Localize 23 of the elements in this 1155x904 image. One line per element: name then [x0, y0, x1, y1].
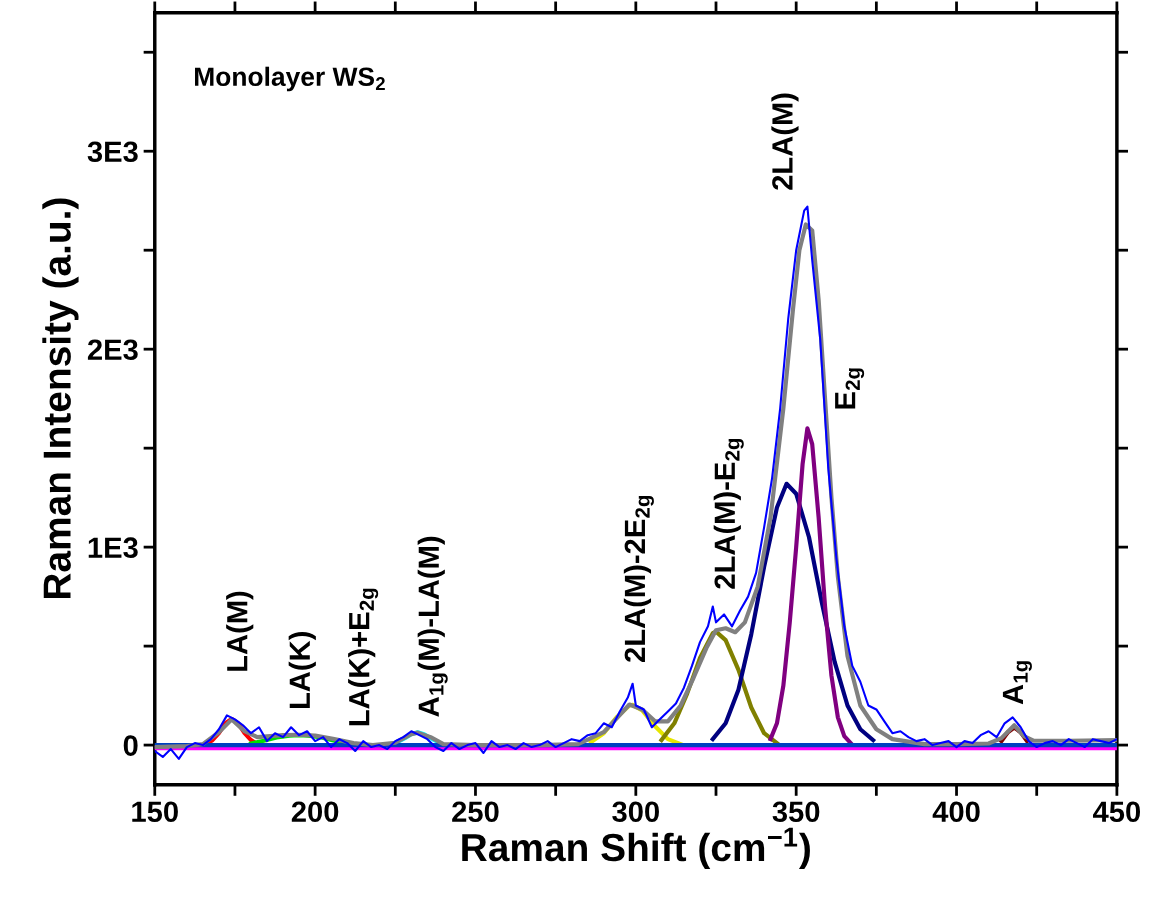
x-tick-label: 400	[932, 801, 980, 823]
x-tick-label: 350	[772, 801, 820, 823]
y-tick-label: 1E3	[88, 537, 138, 559]
x-tick-label: 250	[452, 801, 499, 823]
annotation: LA(K)+E$_{2g}$	[348, 588, 379, 726]
annotation: 2LA(M)	[771, 93, 799, 190]
annotation: LA(M)	[226, 591, 254, 671]
text: Monolayer WS$_{2}$	[195, 66, 385, 92]
y-axis-title: Raman Intensity (a.u.)	[42, 198, 79, 599]
y-tick-label: 0	[123, 735, 138, 756]
x-tick-label: 200	[291, 801, 339, 823]
x-axis-title: Raman Shift (cm$^{−1}$)	[462, 827, 810, 870]
y-tick-label: 3E3	[87, 141, 138, 163]
annotation: 2LA(M)-2E$_{2g}$	[623, 495, 654, 662]
annotation: 2LA(M)-E$_{2g}$	[713, 438, 744, 589]
annotation: A$_{1g}$(M)-LA(M)	[417, 536, 448, 717]
x-tick-label: 450	[1093, 801, 1141, 823]
annotation: E$_{2g}$	[835, 368, 865, 409]
x-tick-label: 150	[132, 801, 178, 823]
annotation: LA(K)	[288, 632, 316, 709]
x-tick-label: 300	[612, 801, 659, 823]
annotation: A$_{1g}$	[1002, 661, 1032, 705]
y-tick-label: 2E3	[87, 339, 138, 361]
